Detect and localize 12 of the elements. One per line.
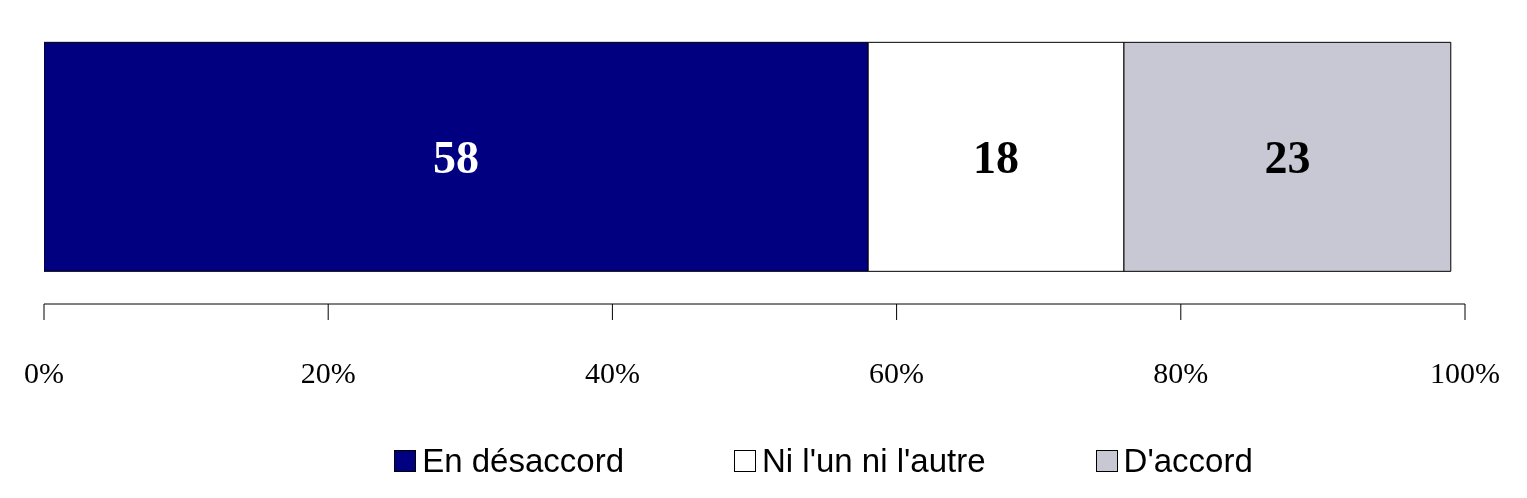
legend-label: D'accord (1123, 442, 1253, 480)
x-tick-label: 60% (869, 356, 925, 390)
legend-label: En désaccord (422, 442, 625, 480)
x-tick-label: 80% (1153, 356, 1209, 390)
x-tick-label: 100% (1430, 356, 1500, 390)
x-tick-label: 0% (24, 356, 64, 390)
x-tick-label: 40% (584, 356, 640, 390)
data-label: 23 (1264, 132, 1311, 184)
data-label: 18 (973, 132, 1020, 184)
legend-label: Ni l'un ni l'autre (762, 442, 986, 480)
data-label: 58 (433, 132, 480, 184)
x-tick-label: 20% (300, 356, 356, 390)
